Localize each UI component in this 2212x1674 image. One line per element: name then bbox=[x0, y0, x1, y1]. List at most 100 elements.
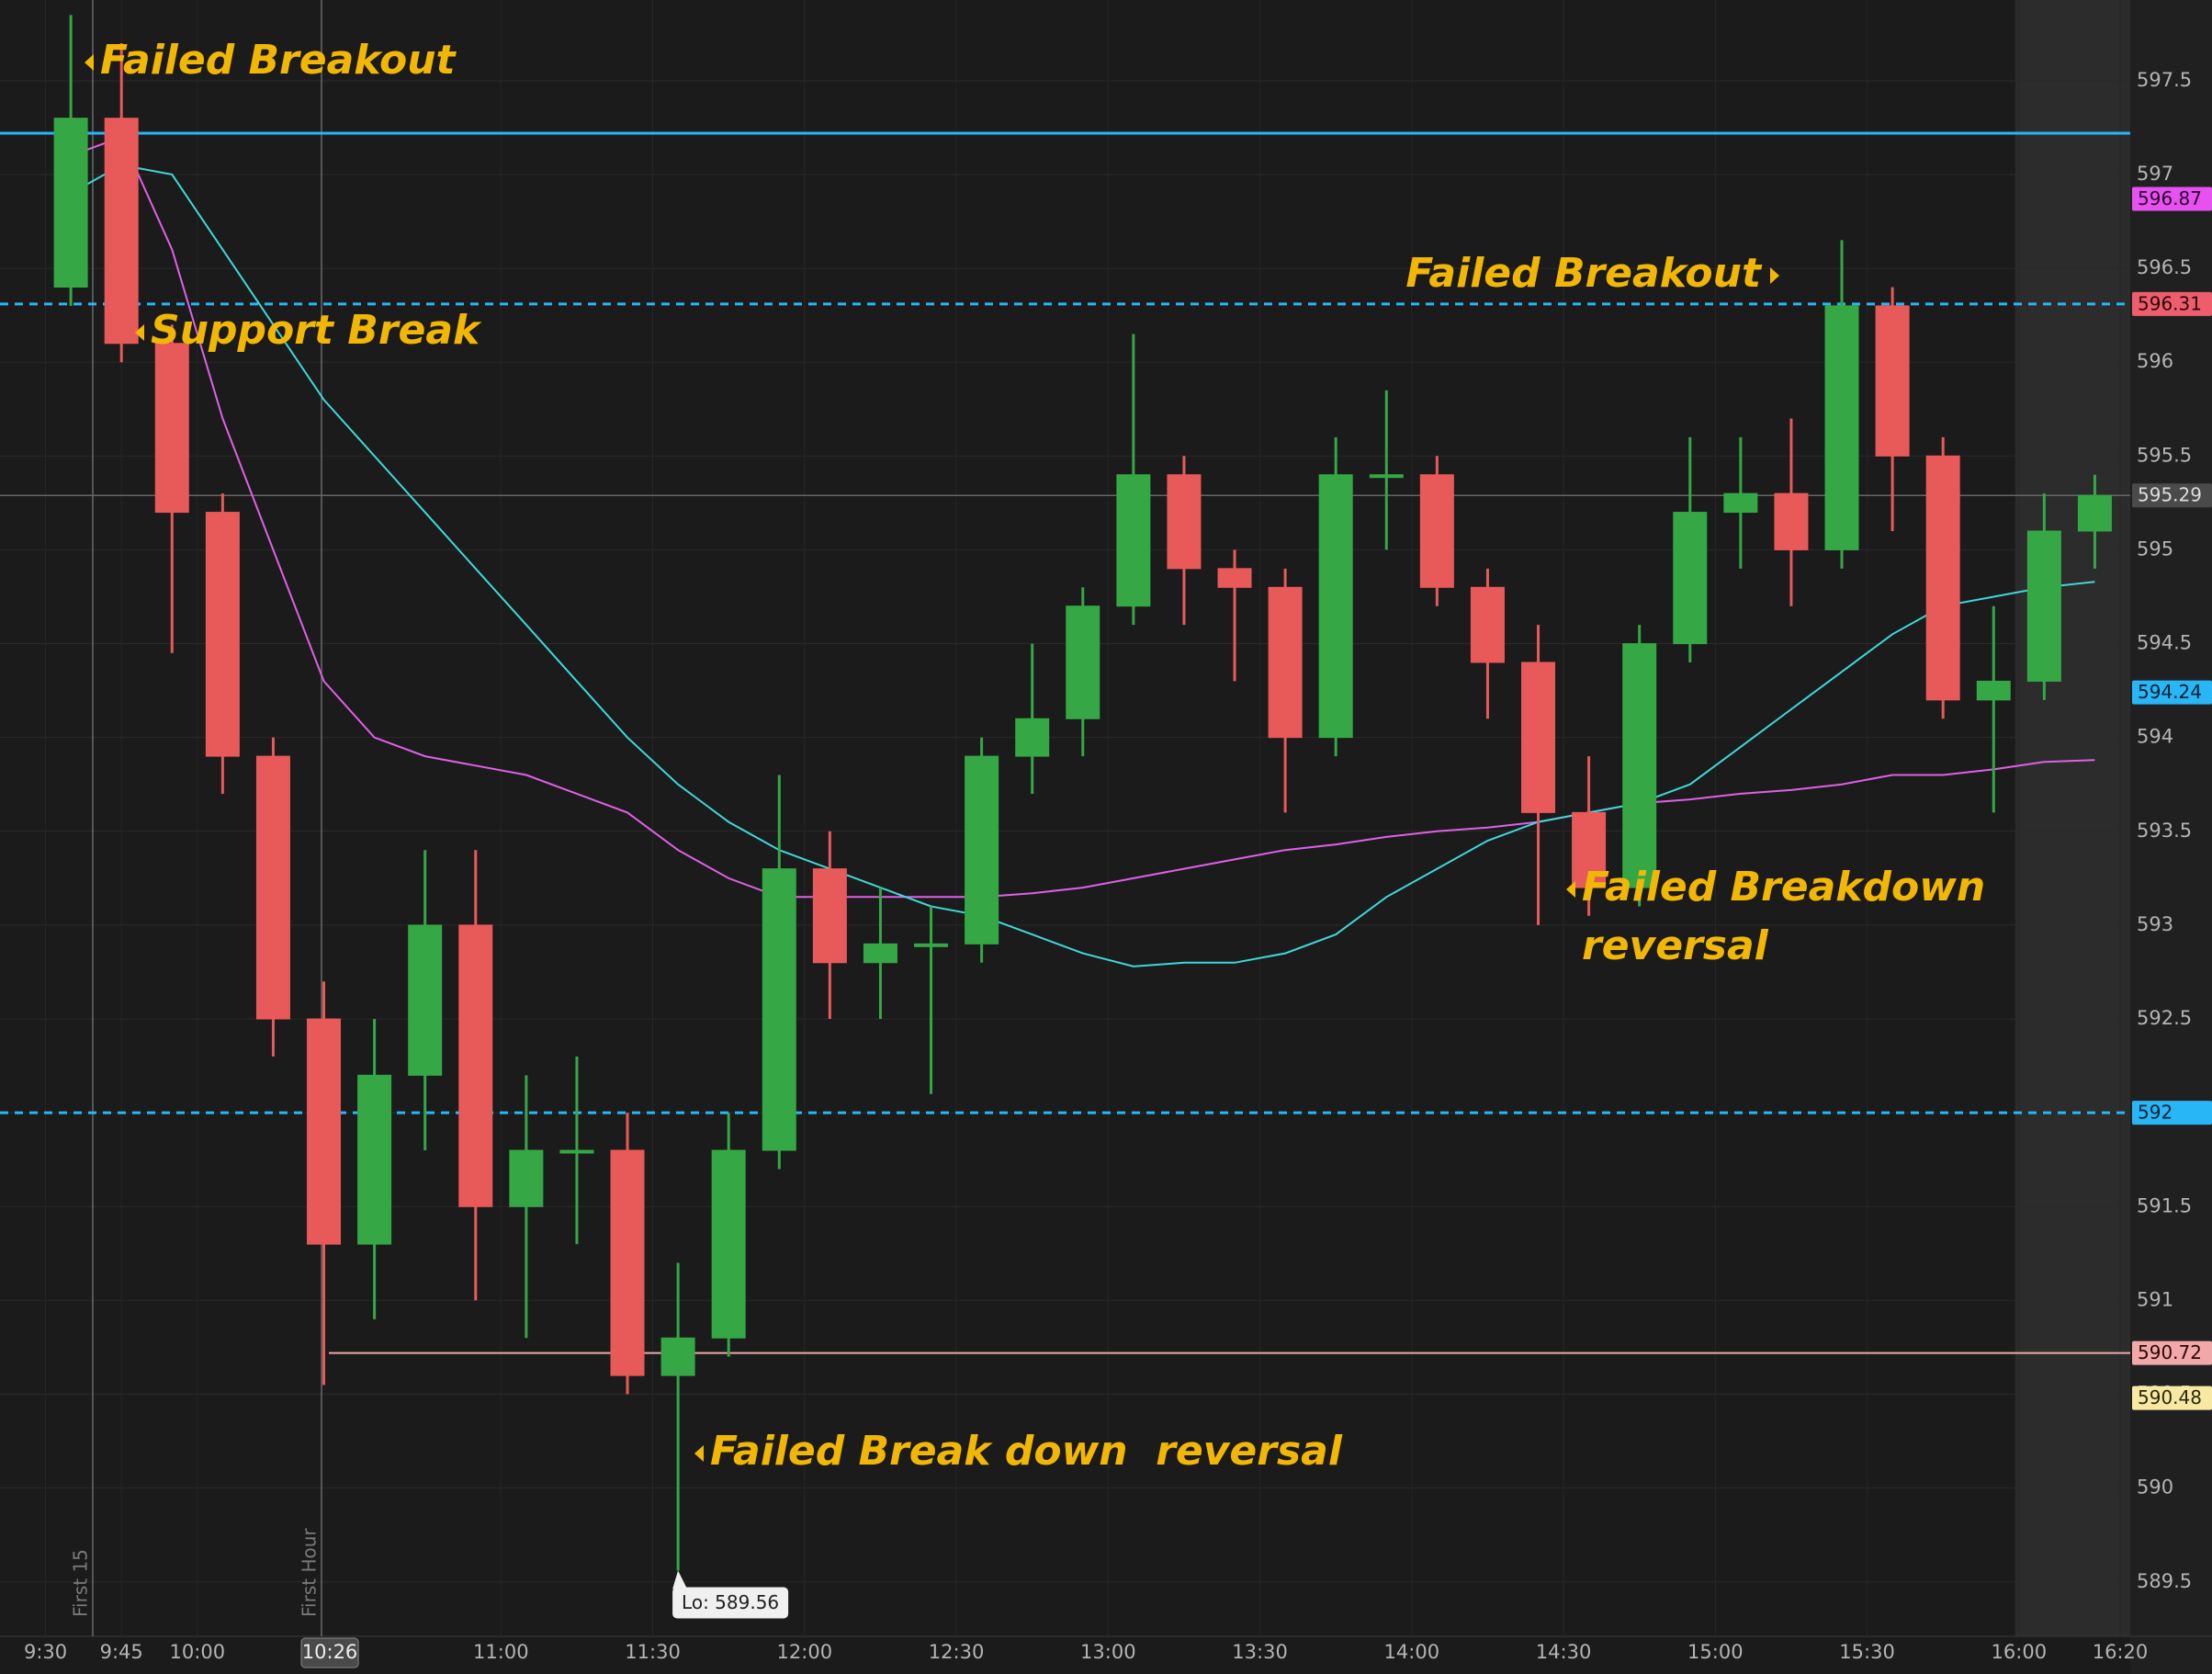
annotation: Failed Breakout bbox=[100, 37, 457, 84]
candle-body bbox=[509, 1149, 544, 1207]
candle-body bbox=[458, 924, 493, 1207]
candle-body bbox=[104, 118, 139, 345]
x-tick-label: 16:20 bbox=[2093, 1641, 2149, 1663]
candle-body bbox=[1369, 474, 1404, 479]
after-hours-shade bbox=[2014, 0, 2130, 1636]
candle-body bbox=[307, 1018, 342, 1245]
y-tick-label: 591.5 bbox=[2137, 1194, 2192, 1216]
annotation-arrow bbox=[85, 54, 94, 71]
candle-body bbox=[1419, 474, 1454, 588]
x-tick-label: 12:00 bbox=[777, 1641, 833, 1663]
candle-body bbox=[255, 755, 290, 1020]
x-tick-label: 15:00 bbox=[1687, 1641, 1744, 1663]
y-tick-label: 595.5 bbox=[2137, 444, 2192, 466]
candle-body bbox=[408, 924, 443, 1076]
candle-body bbox=[812, 868, 847, 964]
y-tick-label: 591 bbox=[2137, 1288, 2173, 1310]
candle-body bbox=[1976, 680, 2011, 701]
x-tick-label: 15:30 bbox=[1839, 1641, 1895, 1663]
price-marker-label: 590.48 bbox=[2138, 1386, 2202, 1408]
candle-body bbox=[1824, 305, 1859, 550]
candle-body bbox=[559, 1149, 594, 1154]
price-marker-box bbox=[2132, 1386, 2212, 1410]
candle-body bbox=[1774, 492, 1809, 550]
candle-body bbox=[2026, 530, 2061, 682]
candle-body bbox=[863, 943, 897, 964]
candle-body bbox=[965, 755, 999, 944]
candle-body bbox=[1268, 586, 1303, 739]
x-tick-label: 16:00 bbox=[1992, 1641, 2048, 1663]
marker-label: First 15 bbox=[70, 1549, 92, 1617]
candle-body bbox=[660, 1337, 695, 1376]
candle-body bbox=[1470, 586, 1505, 663]
candle-body bbox=[1925, 455, 1960, 701]
x-tick-label: 10:00 bbox=[170, 1641, 226, 1663]
price-marker-box bbox=[2132, 680, 2212, 705]
candle-body bbox=[1673, 512, 1708, 645]
moving-average bbox=[70, 164, 2095, 967]
y-tick-label: 592.5 bbox=[2137, 1007, 2192, 1029]
annotation: Support Break bbox=[151, 307, 482, 354]
low-label-box bbox=[672, 1587, 789, 1619]
candle-body bbox=[1116, 474, 1151, 607]
price-marker-box bbox=[2132, 1101, 2212, 1125]
y-tick-label: 597.5 bbox=[2137, 69, 2192, 91]
y-tick-label: 596 bbox=[2137, 350, 2173, 372]
y-tick-label: 596.5 bbox=[2137, 256, 2192, 278]
x-tick-label: 9:30 bbox=[24, 1641, 67, 1663]
price-marker-box bbox=[2132, 291, 2212, 316]
candle-body bbox=[1015, 718, 1050, 757]
annotation: reversal bbox=[1582, 922, 1769, 969]
x-tick-label: 11:00 bbox=[473, 1641, 529, 1663]
low-label: Lo: 589.56 bbox=[682, 1591, 779, 1613]
price-marker-label: 594.24 bbox=[2138, 681, 2202, 703]
candle-body bbox=[1521, 662, 1556, 813]
marker-label: First Hour bbox=[299, 1528, 321, 1617]
candle-body bbox=[2077, 494, 2112, 532]
candle-body bbox=[1875, 305, 1910, 457]
price-marker-label: 596.87 bbox=[2138, 187, 2202, 209]
y-tick-label: 593 bbox=[2137, 913, 2173, 935]
price-marker-box bbox=[2132, 187, 2212, 211]
candle-body bbox=[610, 1149, 645, 1376]
y-tick-label: 590 bbox=[2137, 1476, 2173, 1499]
annotation-arrow bbox=[1770, 267, 1779, 284]
candle-body bbox=[762, 868, 796, 1151]
candle-body bbox=[1066, 605, 1100, 719]
annotation: Failed Break down reversal bbox=[710, 1428, 1343, 1475]
price-marker-label: 592 bbox=[2138, 1102, 2172, 1124]
y-tick-label: 597 bbox=[2137, 163, 2173, 185]
annotation: Failed Breakout bbox=[1405, 250, 1763, 297]
y-tick-label: 594.5 bbox=[2137, 632, 2192, 654]
annotation-arrow bbox=[694, 1445, 704, 1462]
y-tick-label: 594 bbox=[2137, 726, 2173, 748]
x-tick-label: 13:30 bbox=[1232, 1641, 1288, 1663]
x-tick-label: 9:45 bbox=[100, 1641, 143, 1663]
candle-body bbox=[154, 343, 189, 514]
moving-average bbox=[70, 135, 2095, 899]
price-marker-label: 595.29 bbox=[2138, 484, 2202, 506]
price-marker-box bbox=[2132, 483, 2212, 508]
cursor-label: 10:26 bbox=[302, 1641, 358, 1663]
cursor-label-box bbox=[300, 1637, 359, 1668]
x-tick-label: 13:00 bbox=[1080, 1641, 1136, 1663]
x-tick-label: 11:30 bbox=[625, 1641, 681, 1663]
y-tick-label: 595 bbox=[2137, 537, 2173, 560]
candle-body bbox=[1318, 474, 1353, 739]
candle-body bbox=[53, 118, 88, 288]
candle-body bbox=[357, 1074, 392, 1245]
low-pointer bbox=[672, 1570, 688, 1589]
price-marker-box bbox=[2132, 1340, 2212, 1365]
candle-body bbox=[914, 943, 949, 947]
candle-body bbox=[1723, 492, 1758, 514]
x-tick-label: 14:00 bbox=[1384, 1641, 1440, 1663]
candle-body bbox=[1167, 474, 1202, 570]
price-marker-label: 596.31 bbox=[2138, 292, 2202, 314]
annotation: Failed Breakdown bbox=[1582, 864, 1985, 911]
candle-body bbox=[1622, 643, 1657, 888]
candle-body bbox=[1217, 568, 1252, 588]
annotation-arrow bbox=[1566, 881, 1575, 898]
y-tick-label: 589.5 bbox=[2137, 1570, 2192, 1592]
